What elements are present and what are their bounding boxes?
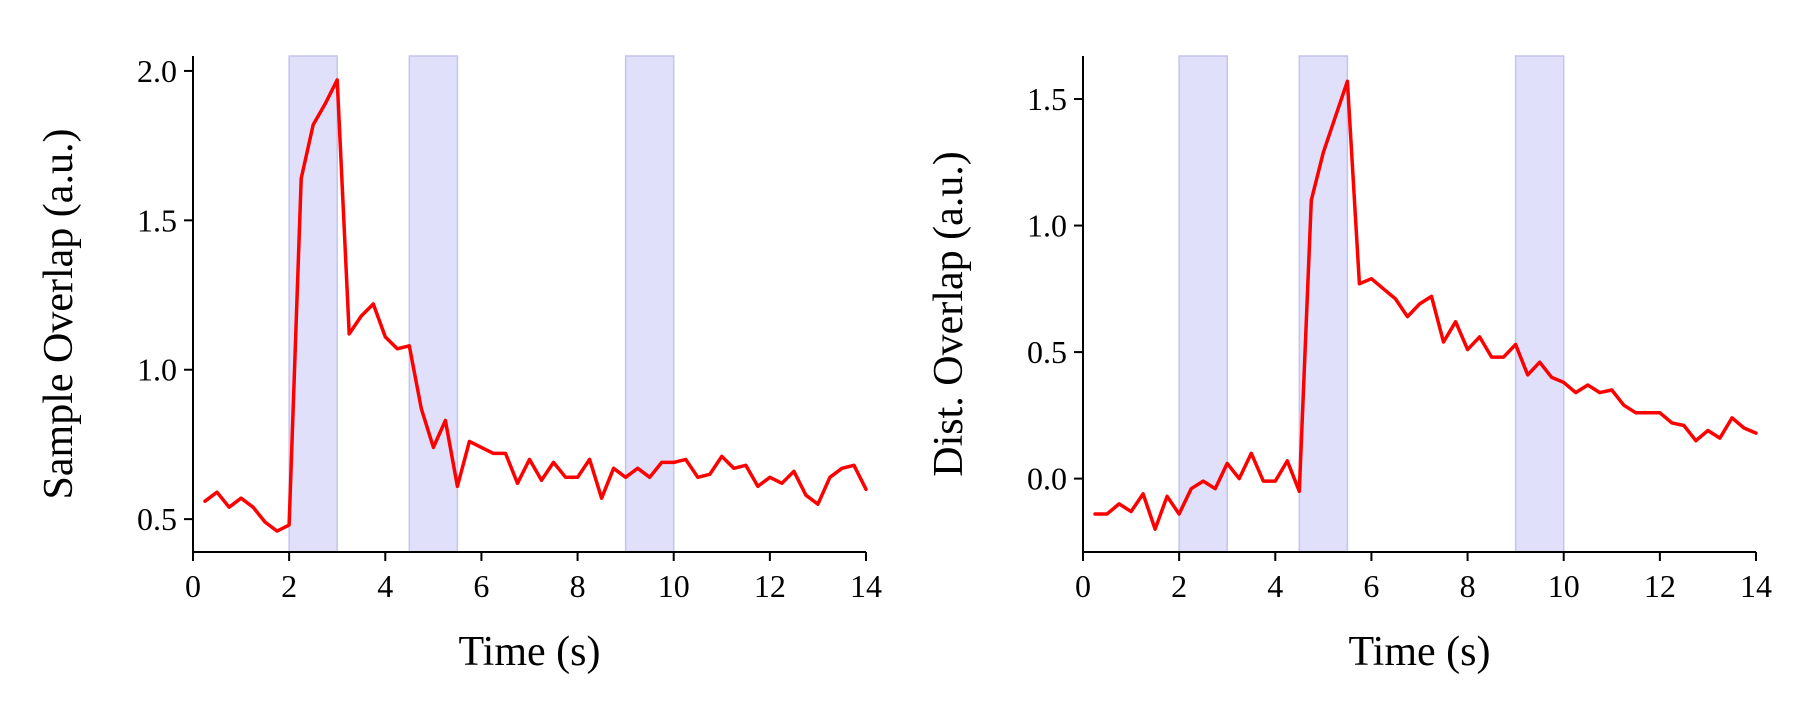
shaded-interval (1178, 55, 1228, 553)
series-line (203, 78, 868, 533)
y-tick-label: 0.5 (1027, 334, 1067, 370)
series-line (1093, 79, 1758, 531)
x-tick-label: 8 (1460, 568, 1476, 604)
y-tick-label: 0.0 (1027, 461, 1067, 497)
x-tick-label: 12 (754, 568, 786, 604)
x-axis-label: Time (s) (1349, 629, 1491, 675)
shaded-interval (1514, 55, 1565, 553)
x-axis-label: Time (s) (459, 629, 601, 675)
x-tick-label: 14 (850, 568, 882, 604)
y-axis-label: Dist. Overlap (a.u.) (926, 151, 972, 476)
x-tick-label: 12 (1644, 568, 1676, 604)
dist-overlap-panel: 0 2 4 6 8 10 12 14 0.0 0.5 1.0 1.5 Time (s) Dist. Ove… (926, 55, 1772, 675)
x-tick-label: 2 (281, 568, 297, 604)
y-tick-label: 0.5 (137, 501, 177, 537)
x-tick-label: 0 (185, 568, 201, 604)
x-tick-label: 14 (1740, 568, 1772, 604)
x-tick-label: 6 (473, 568, 489, 604)
x-tick-label: 10 (658, 568, 690, 604)
y-tick-label: 2.0 (137, 53, 177, 89)
y-axis-label: Sample Overlap (a.u.) (36, 129, 82, 500)
x-tick-label: 6 (1363, 568, 1379, 604)
y-tick-label: 1.0 (137, 352, 177, 388)
shaded-interval (408, 55, 459, 553)
x-tick-label: 8 (570, 568, 586, 604)
y-tick-label: 1.0 (1027, 208, 1067, 244)
x-tick-label: 2 (1171, 568, 1187, 604)
x-tick-label: 4 (377, 568, 393, 604)
x-tick-label: 0 (1075, 568, 1091, 604)
y-tick-label: 1.5 (137, 202, 177, 238)
x-tick-label: 10 (1548, 568, 1580, 604)
x-tick-label: 4 (1267, 568, 1283, 604)
y-tick-label: 1.5 (1027, 81, 1067, 117)
sample-overlap-panel: 0 2 4 6 8 10 12 14 0.5 1.0 1.5 2.0 Time (s) Sample Ov… (36, 53, 882, 675)
